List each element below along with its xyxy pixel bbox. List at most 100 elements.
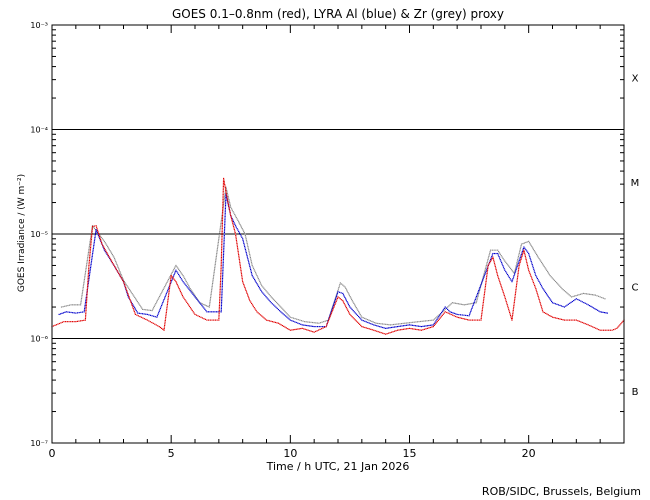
data-point xyxy=(62,306,64,308)
data-point xyxy=(224,223,226,226)
data-point xyxy=(221,282,223,284)
data-point xyxy=(161,304,163,307)
data-point xyxy=(80,299,82,301)
data-point xyxy=(222,202,224,204)
data-point xyxy=(483,276,485,278)
data-point xyxy=(161,303,163,305)
data-point xyxy=(220,306,223,308)
data-point xyxy=(219,298,221,300)
data-point xyxy=(354,305,357,307)
data-point xyxy=(166,291,168,293)
data-point xyxy=(481,308,484,310)
data-point xyxy=(85,267,87,270)
data-point xyxy=(152,322,154,324)
data-point xyxy=(184,277,186,280)
data-point xyxy=(532,265,534,267)
data-point xyxy=(163,329,165,331)
data-point xyxy=(187,287,189,289)
data-point xyxy=(229,205,231,207)
data-point xyxy=(514,269,516,271)
data-point xyxy=(520,258,522,260)
data-point xyxy=(84,277,86,279)
data-point xyxy=(149,314,152,316)
data-point xyxy=(338,297,340,299)
data-point xyxy=(572,295,574,298)
data-point xyxy=(310,321,312,323)
data-point xyxy=(342,294,345,296)
data-point xyxy=(502,266,505,268)
data-point xyxy=(316,330,318,332)
data-point xyxy=(259,314,262,316)
data-point xyxy=(242,281,244,283)
data-point xyxy=(423,325,425,327)
data-point xyxy=(121,276,123,279)
data-point xyxy=(499,282,501,284)
data-point xyxy=(380,332,382,334)
data-point xyxy=(170,273,173,275)
data-point xyxy=(323,325,325,328)
data-point xyxy=(426,325,428,327)
data-point xyxy=(542,288,544,290)
flare-class-label: C xyxy=(632,282,639,293)
data-point xyxy=(591,294,594,296)
data-point xyxy=(219,290,221,292)
data-point xyxy=(313,331,315,333)
data-point xyxy=(477,291,479,293)
data-point xyxy=(252,266,254,268)
data-point xyxy=(254,308,256,310)
data-point xyxy=(292,317,295,319)
data-point xyxy=(167,278,170,281)
data-point xyxy=(521,250,523,253)
data-point xyxy=(90,263,92,266)
data-point xyxy=(132,307,134,310)
data-point xyxy=(481,281,483,283)
data-point xyxy=(509,311,511,313)
data-point xyxy=(402,322,404,325)
data-point xyxy=(495,270,498,272)
data-point xyxy=(395,330,397,332)
data-point xyxy=(181,293,183,295)
data-point xyxy=(455,313,457,315)
data-point xyxy=(361,316,363,318)
data-point xyxy=(217,246,219,248)
data-point xyxy=(91,254,94,256)
data-point xyxy=(220,309,222,311)
data-point xyxy=(505,261,507,263)
data-point xyxy=(200,303,202,305)
data-point xyxy=(106,244,108,246)
data-point xyxy=(239,265,241,267)
data-point xyxy=(578,299,580,301)
data-point xyxy=(220,256,223,258)
data-point xyxy=(355,313,358,315)
data-point xyxy=(86,295,88,297)
data-point xyxy=(92,249,94,251)
data-point xyxy=(435,317,437,319)
data-point xyxy=(141,313,144,315)
data-point xyxy=(302,320,304,322)
data-point xyxy=(517,258,519,261)
data-point xyxy=(345,298,347,300)
data-point xyxy=(602,329,605,331)
data-point xyxy=(87,252,90,254)
data-point xyxy=(440,316,442,318)
data-point xyxy=(484,271,486,273)
data-point xyxy=(213,271,215,273)
data-point xyxy=(361,325,363,328)
data-point xyxy=(88,259,90,262)
data-point xyxy=(334,300,336,302)
data-point xyxy=(450,303,452,305)
data-point xyxy=(263,317,265,319)
data-point xyxy=(334,298,337,300)
data-point xyxy=(536,253,538,256)
data-point xyxy=(388,324,390,326)
data-point xyxy=(83,309,85,311)
data-point xyxy=(222,269,224,272)
data-point xyxy=(169,286,171,288)
data-point xyxy=(81,311,84,313)
data-point xyxy=(247,294,249,296)
data-point xyxy=(222,185,224,188)
data-point xyxy=(206,319,208,321)
data-point xyxy=(514,297,516,299)
data-point xyxy=(159,309,161,311)
data-point xyxy=(352,317,354,319)
